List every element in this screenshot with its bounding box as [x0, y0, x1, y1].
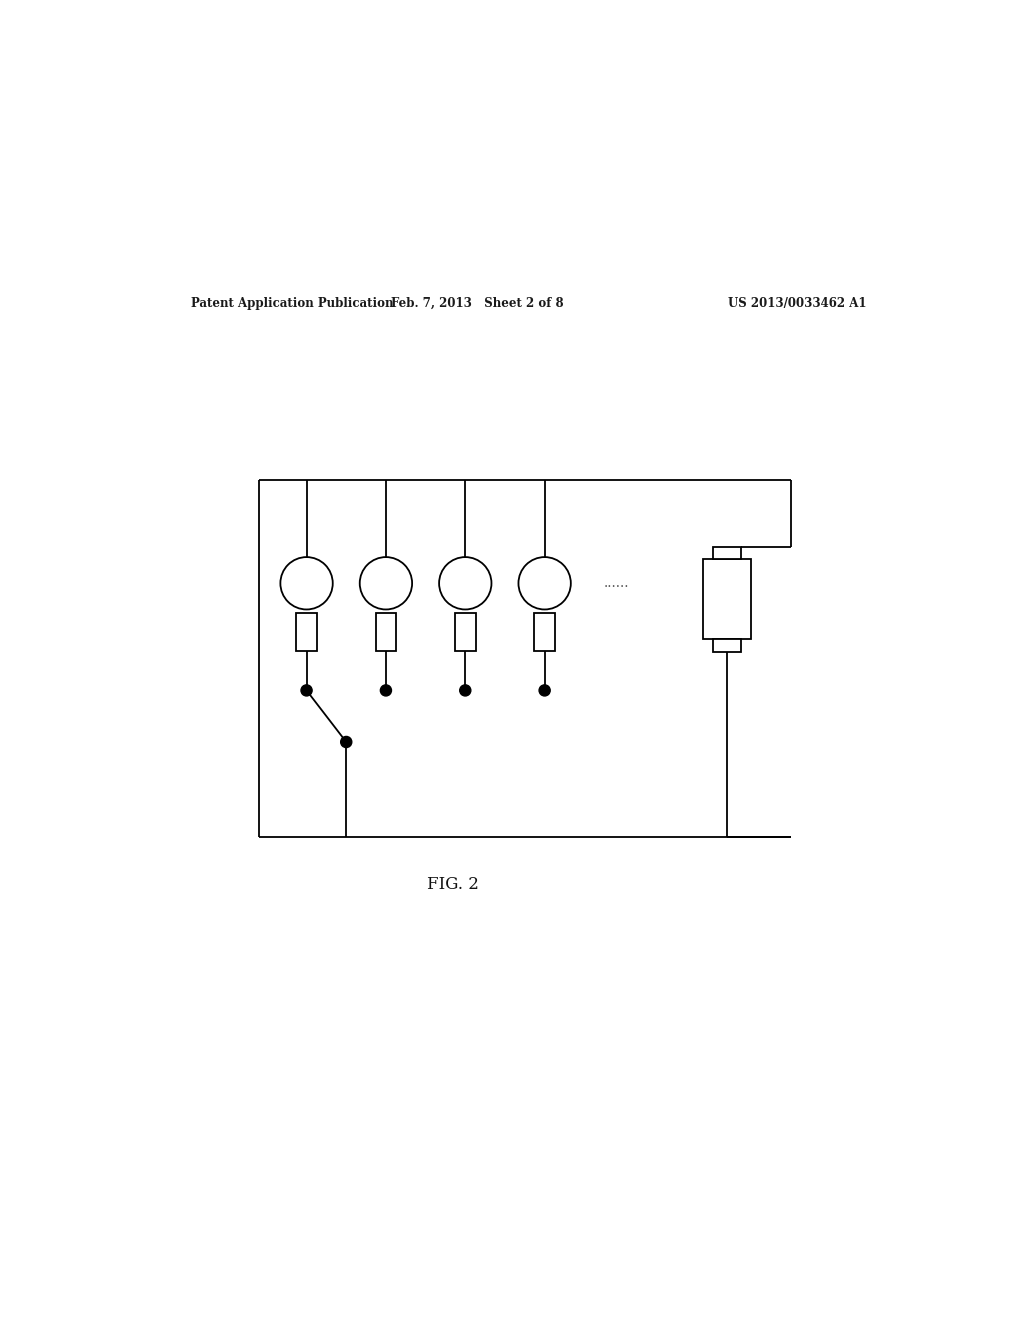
Bar [535, 612, 555, 651]
Circle shape [380, 685, 391, 696]
Circle shape [359, 557, 412, 610]
Bar [455, 612, 475, 651]
Circle shape [281, 557, 333, 610]
Bar [296, 612, 316, 651]
Bar [703, 560, 751, 639]
Bar [376, 612, 396, 651]
Circle shape [460, 685, 471, 696]
Text: ......: ...... [603, 577, 629, 590]
Text: FIG. 2: FIG. 2 [427, 876, 479, 894]
Text: +: + [722, 615, 732, 628]
Bar [713, 639, 741, 652]
Circle shape [341, 737, 352, 747]
Circle shape [439, 557, 492, 610]
Circle shape [301, 685, 312, 696]
Bar [713, 546, 741, 560]
Circle shape [518, 557, 570, 610]
Text: Patent Application Publication: Patent Application Publication [191, 297, 394, 310]
Text: Feb. 7, 2013   Sheet 2 of 8: Feb. 7, 2013 Sheet 2 of 8 [391, 297, 563, 310]
Circle shape [539, 685, 550, 696]
Text: ---: --- [722, 577, 733, 586]
Text: US 2013/0033462 A1: US 2013/0033462 A1 [727, 297, 866, 310]
